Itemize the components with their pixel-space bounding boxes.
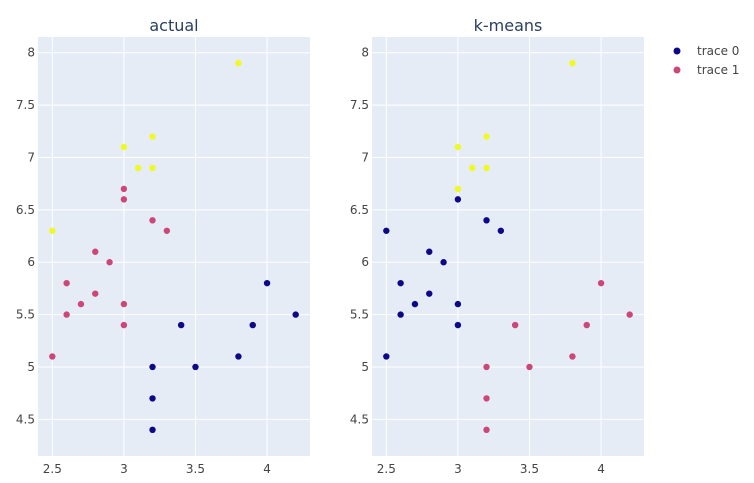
y-tick-label: 6 <box>361 255 369 269</box>
data-point[interactable] <box>235 59 242 67</box>
data-point[interactable] <box>135 164 142 172</box>
data-point[interactable] <box>454 300 462 308</box>
data-point[interactable] <box>263 279 271 287</box>
y-tick-label: 7.5 <box>16 98 35 112</box>
plot-area[interactable] <box>372 37 644 456</box>
data-point[interactable] <box>49 227 56 234</box>
data-point[interactable] <box>483 217 490 224</box>
legend-item[interactable]: trace 0 <box>673 44 740 58</box>
data-point[interactable] <box>569 353 576 360</box>
data-point[interactable] <box>483 133 490 140</box>
x-tick-label: 2.5 <box>377 462 396 476</box>
data-point[interactable] <box>92 290 99 297</box>
data-point[interactable] <box>440 259 447 266</box>
data-point[interactable] <box>454 321 462 329</box>
data-point[interactable] <box>249 321 256 329</box>
y-tick-label: 7 <box>27 150 35 164</box>
x-tick-label: 3 <box>454 462 462 476</box>
data-point[interactable] <box>397 279 404 287</box>
x-tick-label: 2.5 <box>43 462 62 476</box>
data-point[interactable] <box>511 321 519 329</box>
legend-item[interactable]: trace 1 <box>673 63 740 77</box>
y-tick-label: 5.5 <box>350 308 369 322</box>
legend-label: trace 1 <box>697 63 739 77</box>
data-point[interactable] <box>63 279 70 287</box>
data-point[interactable] <box>383 227 390 234</box>
data-point[interactable] <box>526 363 533 371</box>
x-tick-label: 4 <box>263 462 271 476</box>
data-point[interactable] <box>411 300 419 308</box>
y-tick-label: 6.5 <box>16 203 35 217</box>
data-point[interactable] <box>483 363 490 371</box>
x-tick-label: 3.5 <box>186 462 205 476</box>
y-tick-label: 8 <box>27 46 35 60</box>
data-point[interactable] <box>597 279 605 287</box>
data-point[interactable] <box>120 143 128 151</box>
data-point[interactable] <box>235 353 242 360</box>
subplot-title: actual <box>149 16 198 35</box>
legend-marker-icon <box>673 66 681 74</box>
data-point[interactable] <box>569 59 576 67</box>
y-tick-label: 8 <box>361 46 369 60</box>
data-point[interactable] <box>383 353 390 360</box>
y-tick-label: 5 <box>361 360 369 374</box>
subplot-1: 2.5 3 3.5 4 4.5 5 5.5 6 6.5 7 7.5 8 actual <box>16 16 310 476</box>
data-point[interactable] <box>149 217 156 224</box>
plot-area[interactable] <box>38 37 310 456</box>
data-point[interactable] <box>397 311 404 318</box>
x-tick-label: 3 <box>120 462 128 476</box>
data-point[interactable] <box>483 395 490 402</box>
data-point[interactable] <box>497 227 505 234</box>
data-point[interactable] <box>120 321 128 329</box>
x-tick-label: 4 <box>597 462 605 476</box>
x-tick-label: 3.5 <box>520 462 539 476</box>
data-point[interactable] <box>192 363 199 371</box>
data-point[interactable] <box>63 311 70 318</box>
points <box>49 59 299 434</box>
y-tick-label: 6 <box>27 255 35 269</box>
data-point[interactable] <box>49 353 56 360</box>
y-tick-label: 5.5 <box>16 308 35 322</box>
data-point[interactable] <box>469 164 476 172</box>
subplot-title: k-means <box>474 16 543 35</box>
data-point[interactable] <box>426 248 433 255</box>
data-point[interactable] <box>454 185 462 193</box>
data-point[interactable] <box>149 133 156 140</box>
y-tick-label: 5 <box>27 360 35 374</box>
subplot-2: 2.5 3 3.5 4 4.5 5 5.5 6 6.5 7 7.5 8 k-means <box>350 16 644 476</box>
data-point[interactable] <box>292 311 299 318</box>
y-tick-label: 6.5 <box>350 203 369 217</box>
data-point[interactable] <box>77 300 85 308</box>
legend[interactable]: trace 0 trace 1 <box>673 44 740 77</box>
data-point[interactable] <box>106 259 113 266</box>
data-point[interactable] <box>626 311 633 318</box>
y-tick-label: 7 <box>361 150 369 164</box>
data-point[interactable] <box>163 227 171 234</box>
data-point[interactable] <box>483 426 490 434</box>
data-point[interactable] <box>149 363 156 371</box>
data-point[interactable] <box>454 143 462 151</box>
points <box>383 59 633 434</box>
data-point[interactable] <box>120 196 128 203</box>
data-point[interactable] <box>92 248 99 255</box>
subplots: 2.5 3 3.5 4 4.5 5 5.5 6 6.5 7 7.5 8 actual 2.5 3 3.5 4 4.… <box>16 16 644 476</box>
data-point[interactable] <box>149 164 156 172</box>
legend-marker-icon <box>673 47 681 55</box>
data-point[interactable] <box>426 290 433 297</box>
legend-label: trace 0 <box>697 44 739 58</box>
y-tick-label: 4.5 <box>350 412 369 426</box>
data-point[interactable] <box>483 164 490 172</box>
data-point[interactable] <box>149 426 156 434</box>
data-point[interactable] <box>454 196 462 203</box>
data-point[interactable] <box>120 300 128 308</box>
y-tick-label: 4.5 <box>16 412 35 426</box>
data-point[interactable] <box>149 395 156 402</box>
data-point[interactable] <box>120 185 128 193</box>
y-tick-label: 7.5 <box>350 98 369 112</box>
data-point[interactable] <box>583 321 590 329</box>
data-point[interactable] <box>177 321 185 329</box>
